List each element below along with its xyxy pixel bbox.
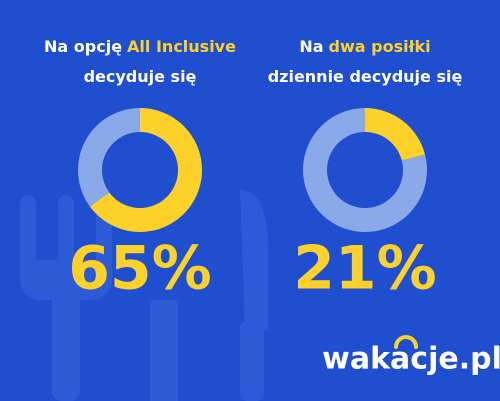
logo-arc: [394, 335, 418, 349]
value-label: 21%: [293, 234, 437, 304]
chart-title: Na opcję All Inclusive: [44, 37, 236, 56]
title-part: dziennie decyduje się: [268, 67, 463, 86]
donut-segment: [89, 108, 203, 233]
chart-title: dziennie decyduje się: [268, 67, 463, 86]
donut-segment: [78, 108, 140, 207]
title-part: dwa posiłki: [329, 37, 431, 56]
donut-segment: [302, 108, 427, 233]
chart-title: decyduje się: [84, 67, 197, 86]
title-part: Na opcję: [44, 37, 122, 56]
title-part: decyduje się: [84, 67, 197, 86]
value-label: 65%: [68, 234, 212, 304]
chart: Na dwa posiłki dziennie decyduje się 21%: [268, 37, 463, 304]
chart: Na opcję All Inclusive decyduje się 65%: [44, 37, 236, 304]
chart-title: Na dwa posiłki: [299, 37, 430, 56]
donut-segment: [365, 108, 426, 161]
title-part: All Inclusive: [127, 37, 236, 56]
title-part: Na: [299, 37, 323, 56]
brand-logo: wakacje.pl: [322, 342, 500, 377]
cutlery-decoration: [20, 190, 268, 401]
